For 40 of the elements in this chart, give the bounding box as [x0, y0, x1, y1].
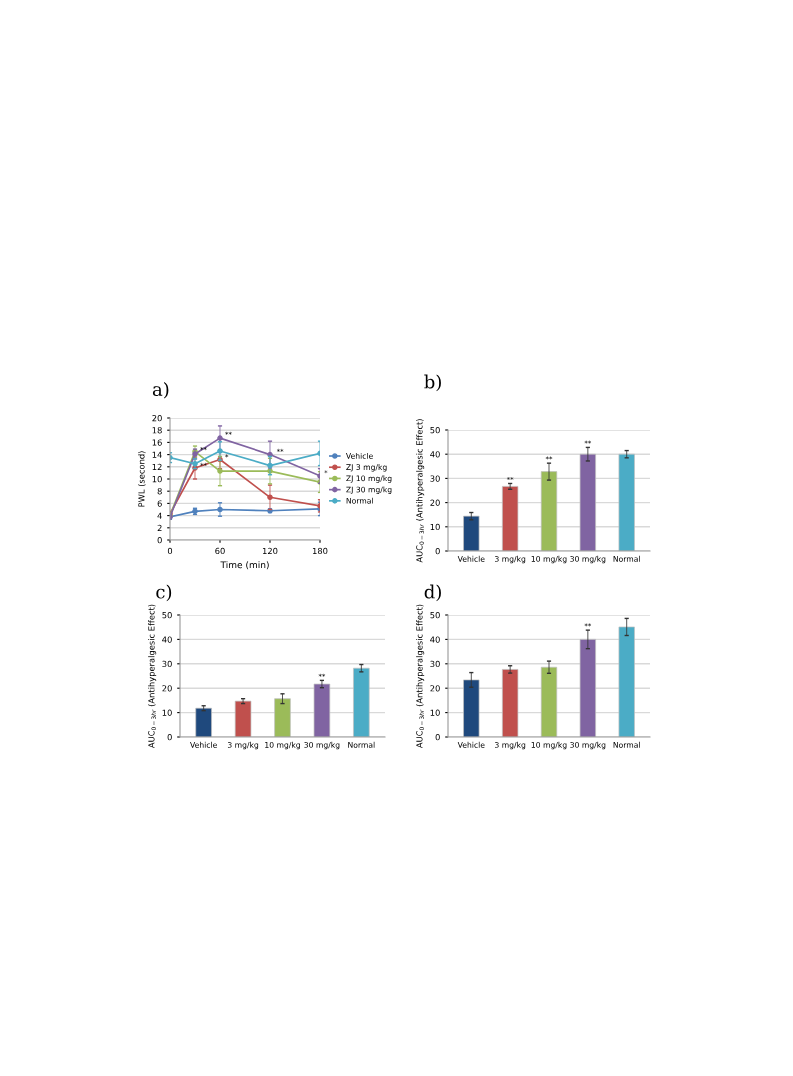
- y-tick-label: 18: [152, 427, 162, 434]
- y-tick-label: 30: [162, 660, 172, 668]
- y-tick-label: 50: [430, 426, 440, 434]
- y-tick-label: 4: [157, 512, 162, 519]
- y-tick-label: 50: [430, 611, 440, 619]
- y-tick-label: 40: [430, 636, 440, 643]
- chart-title: d): [424, 584, 441, 602]
- y-axis-title: PWL (second): [138, 451, 146, 507]
- y-tick-label: 16: [152, 439, 162, 446]
- y-axis-title: AUC$_{0−3hr}$ (Antihyperalgesic Effect): [416, 604, 425, 749]
- chart-title: b): [424, 374, 441, 392]
- y-tick-label: 0: [157, 536, 162, 544]
- y-tick-label: 8: [157, 488, 162, 495]
- y-tick-label: 10: [430, 523, 440, 531]
- y-tick-label: 2: [157, 524, 162, 531]
- x-tick-label: 60: [215, 547, 225, 555]
- y-axis-title: AUC$_{0−3hr}$ (Antihyperalgesic Effect): [148, 604, 157, 749]
- y-tick-label: 30: [430, 475, 440, 482]
- y-tick-label: 0: [435, 733, 440, 741]
- y-tick-label: 12: [152, 463, 162, 470]
- y-tick-label: 6: [157, 500, 162, 507]
- y-tick-label: 20: [430, 685, 440, 692]
- x-tick-label: 180: [312, 547, 328, 555]
- x-tick-label: 120: [262, 547, 278, 555]
- chart-title: c): [156, 584, 172, 602]
- y-tick-label: 10: [430, 709, 440, 716]
- chart-title: a): [152, 382, 169, 399]
- y-tick-label: 20: [430, 499, 440, 506]
- y-tick-label: 14: [152, 451, 162, 458]
- y-tick-label: 0: [167, 733, 172, 741]
- y-tick-label: 20: [152, 414, 162, 422]
- y-tick-label: 50: [162, 611, 172, 619]
- y-tick-label: 10: [152, 475, 162, 483]
- x-axis-title: Time (min): [220, 561, 269, 570]
- y-tick-label: 20: [162, 685, 172, 692]
- y-tick-label: 30: [430, 660, 440, 668]
- y-tick-label: 10: [162, 709, 172, 716]
- y-tick-label: 40: [162, 636, 172, 643]
- y-axis-title: AUC$_{0−3hr}$ (Antihyperalgesic Effect): [416, 419, 425, 563]
- y-tick-label: 40: [430, 451, 440, 458]
